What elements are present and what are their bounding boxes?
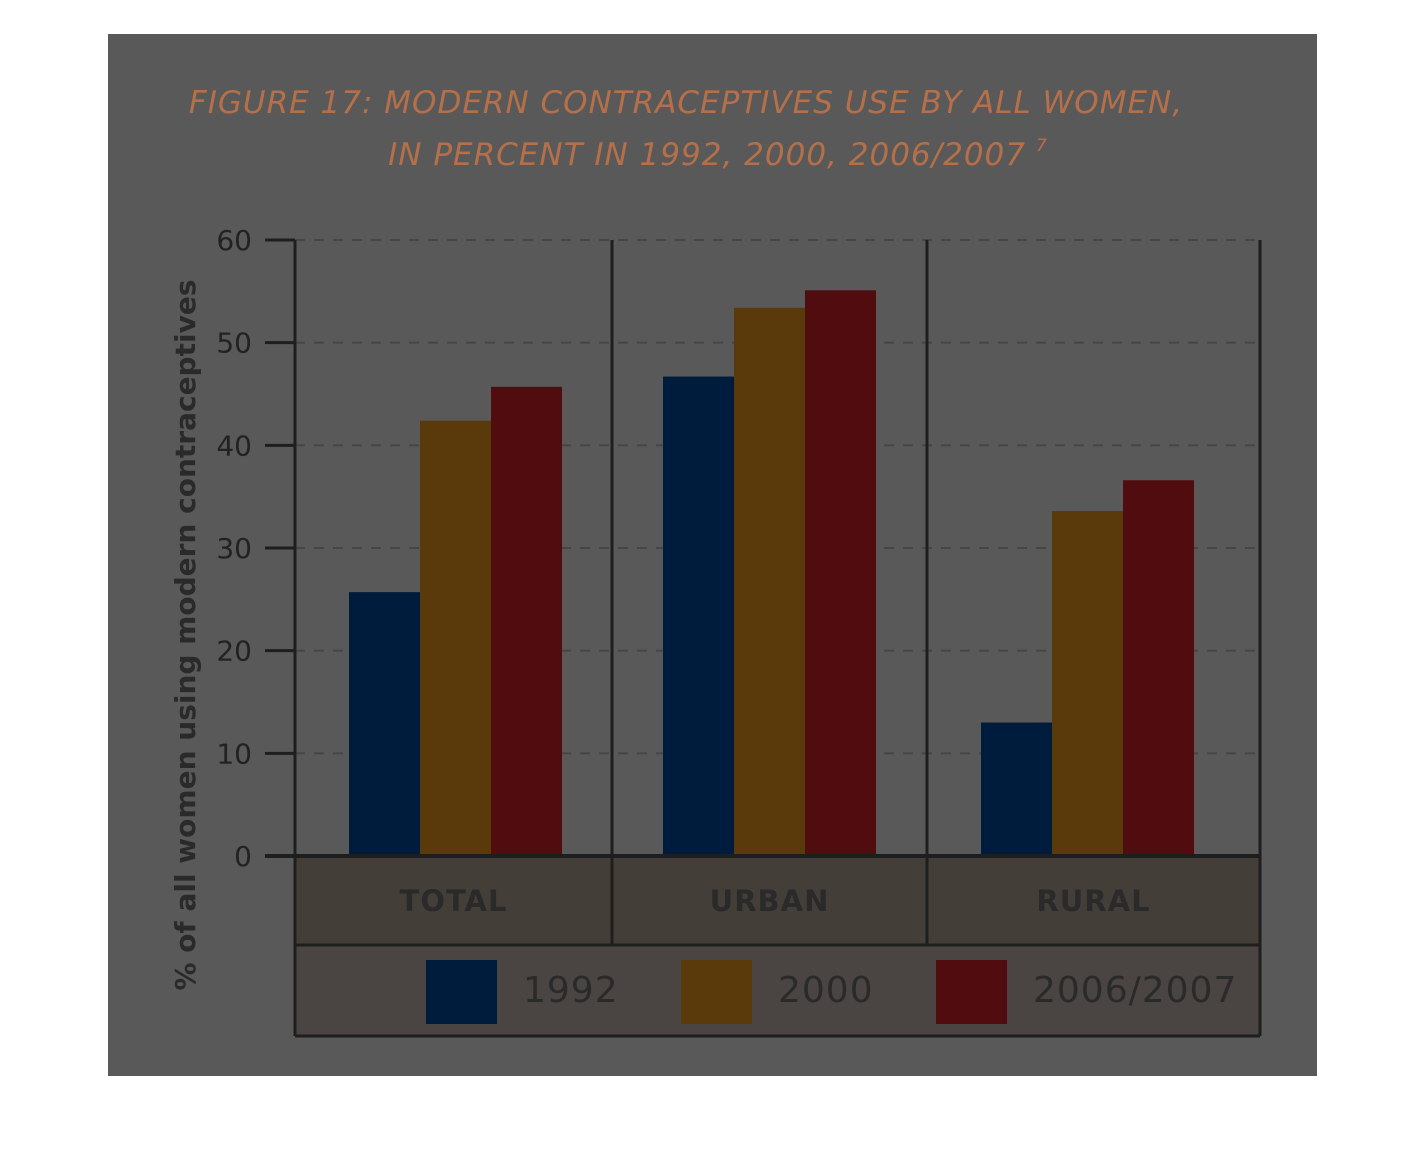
bar-rural-2000 bbox=[1052, 511, 1123, 856]
chart-title-line-2-text: IN PERCENT IN 1992, 2000, 2006/2007 bbox=[388, 137, 1026, 173]
y-tick-label: 50 bbox=[216, 327, 252, 360]
chart-title-line-2: IN PERCENT IN 1992, 2000, 2006/2007 7 bbox=[388, 136, 1048, 173]
bar-total-1992 bbox=[349, 592, 420, 856]
category-label-rural: RURAL bbox=[1036, 884, 1150, 918]
chart-title: FIGURE 17: MODERN CONTRACEPTIVES USE BY … bbox=[189, 85, 1183, 173]
bars bbox=[349, 290, 1194, 857]
legend-label-2000: 2000 bbox=[778, 970, 874, 1011]
category-label-urban: URBAN bbox=[710, 884, 830, 918]
y-tick-label: 40 bbox=[216, 429, 252, 462]
legend-swatch-1992 bbox=[426, 960, 497, 1024]
bar-total-2000 bbox=[420, 420, 491, 856]
bar-urban-2006-2007 bbox=[805, 290, 876, 857]
legend: 1992 2000 2006/2007 bbox=[426, 960, 1237, 1024]
legend-label-1992: 1992 bbox=[523, 970, 619, 1011]
y-tick-label: 10 bbox=[216, 737, 252, 770]
y-axis-label: % of all women using modern contraceptiv… bbox=[169, 280, 202, 991]
bar-rural-2006-2007 bbox=[1123, 480, 1194, 856]
category-labels: TOTAL URBAN RURAL bbox=[400, 884, 1150, 918]
chart-title-line-1: FIGURE 17: MODERN CONTRACEPTIVES USE BY … bbox=[189, 85, 1183, 121]
bar-total-2006-2007 bbox=[491, 386, 562, 856]
y-tick-label: 20 bbox=[216, 635, 252, 668]
legend-swatch-2006-2007 bbox=[936, 960, 1007, 1024]
bar-urban-2000 bbox=[734, 307, 805, 856]
footnote-marker: 7 bbox=[1036, 136, 1048, 156]
y-tick-label: 0 bbox=[234, 840, 252, 873]
y-tick-label: 60 bbox=[216, 224, 252, 257]
category-band bbox=[295, 856, 1260, 945]
legend-swatch-2000 bbox=[681, 960, 752, 1024]
axes bbox=[265, 238, 1262, 1038]
y-tick-labels: 0 10 20 30 40 50 60 bbox=[216, 224, 252, 873]
legend-label-2006-2007: 2006/2007 bbox=[1033, 970, 1237, 1011]
y-tick-label: 30 bbox=[216, 532, 252, 565]
bar-urban-1992 bbox=[663, 376, 734, 856]
bar-rural-1992 bbox=[981, 722, 1052, 856]
category-label-total: TOTAL bbox=[400, 884, 508, 918]
